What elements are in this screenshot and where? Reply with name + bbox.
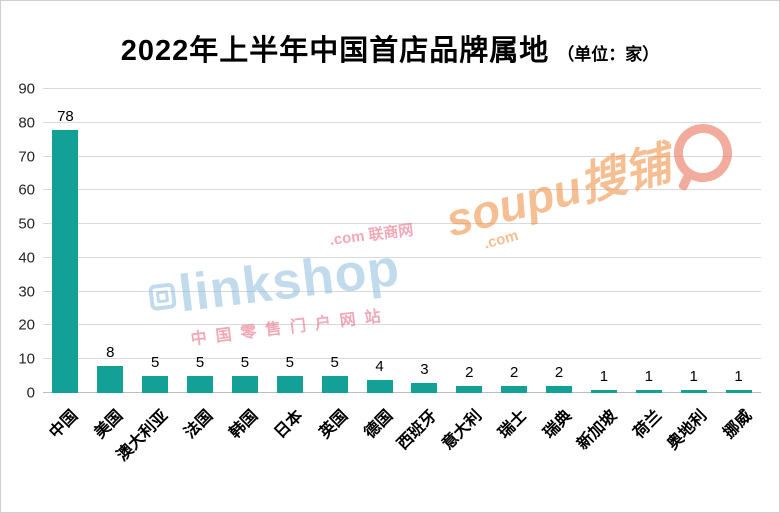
x-axis-label: 英国 bbox=[316, 407, 351, 442]
bar-column: 2 瑞典 bbox=[537, 89, 582, 442]
bar-column: 1 新加坡 bbox=[574, 89, 627, 454]
bar bbox=[321, 376, 348, 393]
x-axis-label: 西班牙 bbox=[394, 407, 441, 454]
x-axis-label: 中国 bbox=[47, 407, 82, 442]
gridline bbox=[43, 256, 761, 258]
bar-value-label: 5 bbox=[195, 354, 205, 372]
bar-column: 5 韩国 bbox=[223, 89, 268, 442]
bar-column: 4 德国 bbox=[357, 89, 402, 442]
bars-container: 78 中国 8 美国 5 澳大利亚 5 法国 5 韩国 5 日本 5 英国 4 德国 3 西班牙 2 意大利 2 瑞士 2 瑞… bbox=[43, 89, 761, 465]
bar bbox=[276, 376, 303, 393]
bar-column: 5 日本 bbox=[267, 89, 312, 442]
x-axis-label: 法国 bbox=[181, 407, 217, 442]
bar bbox=[590, 389, 617, 393]
bar bbox=[142, 376, 169, 393]
x-axis-label: 意大利 bbox=[439, 407, 486, 454]
bar-column: 3 西班牙 bbox=[395, 89, 447, 453]
bar bbox=[680, 389, 707, 393]
bar bbox=[97, 365, 124, 393]
bar-column: 2 瑞士 bbox=[492, 89, 537, 442]
bar bbox=[635, 389, 662, 393]
bar-column: 8 美国 bbox=[88, 89, 133, 442]
x-axis-label: 新加坡 bbox=[574, 407, 621, 454]
y-tick-label: 20 bbox=[18, 316, 35, 334]
y-tick-label: 30 bbox=[18, 283, 35, 301]
gridline bbox=[43, 358, 761, 360]
bar bbox=[52, 129, 79, 393]
bar bbox=[725, 389, 752, 393]
bar-value-label: 3 bbox=[420, 360, 429, 378]
y-tick-label: 90 bbox=[18, 80, 35, 98]
x-axis-label: 日本 bbox=[271, 407, 307, 442]
y-tick-label: 40 bbox=[18, 249, 35, 267]
bar-column: 2 意大利 bbox=[440, 89, 492, 453]
bar-column: 1 奥地利 bbox=[664, 89, 716, 454]
chart-title: 2022年上半年中国首店品牌属地 bbox=[120, 35, 550, 67]
bar-value-label: 5 bbox=[330, 354, 339, 372]
gridline bbox=[43, 88, 761, 89]
unit-label: （单位：家） bbox=[557, 45, 660, 64]
chart-header: 2022年上半年中国首店品牌属地 （单位：家） bbox=[1, 27, 779, 69]
bar bbox=[411, 382, 438, 393]
y-tick-label: 60 bbox=[18, 181, 35, 199]
bar-column: 1 荷兰 bbox=[626, 89, 671, 442]
y-tick-label: 80 bbox=[18, 114, 35, 132]
y-tick-label: 10 bbox=[18, 350, 35, 368]
plot-area: 78 中国 8 美国 5 澳大利亚 5 法国 5 韩国 5 日本 5 英国 4 德国 3 西班牙 2 意大利 2 瑞士 2 瑞… bbox=[18, 81, 761, 465]
gridline bbox=[43, 223, 761, 225]
bar-column: 1 挪威 bbox=[716, 89, 761, 442]
bar-value-label: 4 bbox=[375, 357, 384, 375]
gridline bbox=[43, 189, 761, 191]
bar-column: 5 法国 bbox=[178, 89, 223, 442]
bar-column: 78 中国 bbox=[43, 89, 88, 442]
gridline bbox=[43, 392, 761, 393]
bar-value-label: 5 bbox=[285, 354, 294, 372]
gridline bbox=[43, 121, 761, 123]
x-axis-label: 奥地利 bbox=[663, 407, 710, 454]
x-axis-label: 韩国 bbox=[226, 407, 262, 442]
bar-value-label: 8 bbox=[106, 343, 115, 361]
bar bbox=[546, 386, 573, 393]
x-axis-label: 挪威 bbox=[720, 407, 755, 442]
bar-value-label: 2 bbox=[554, 364, 564, 382]
bar-value-label: 1 bbox=[644, 367, 653, 385]
bar-value-label: 1 bbox=[599, 367, 609, 385]
y-tick-label: 0 bbox=[26, 384, 35, 402]
bar bbox=[456, 386, 483, 393]
gridline bbox=[43, 290, 761, 292]
bar bbox=[366, 379, 393, 393]
bar-value-label: 5 bbox=[151, 354, 160, 372]
y-tick-label: 70 bbox=[18, 148, 35, 166]
bar-value-label: 5 bbox=[240, 354, 250, 372]
x-axis-label: 瑞士 bbox=[495, 407, 531, 442]
gridline bbox=[43, 324, 761, 326]
y-tick-label: 50 bbox=[18, 215, 35, 233]
bar-value-label: 1 bbox=[689, 367, 698, 385]
gridline bbox=[43, 155, 761, 157]
bar-value-label: 2 bbox=[510, 364, 519, 382]
bar bbox=[501, 386, 528, 393]
bar-column: 5 英国 bbox=[312, 89, 357, 442]
bar-value-label: 2 bbox=[465, 364, 474, 382]
bar-value-label: 1 bbox=[734, 367, 743, 385]
bar bbox=[231, 376, 258, 393]
bar bbox=[187, 376, 214, 393]
bar-column: 5 澳大利亚 bbox=[114, 89, 178, 464]
bar-value-label: 78 bbox=[57, 107, 74, 125]
